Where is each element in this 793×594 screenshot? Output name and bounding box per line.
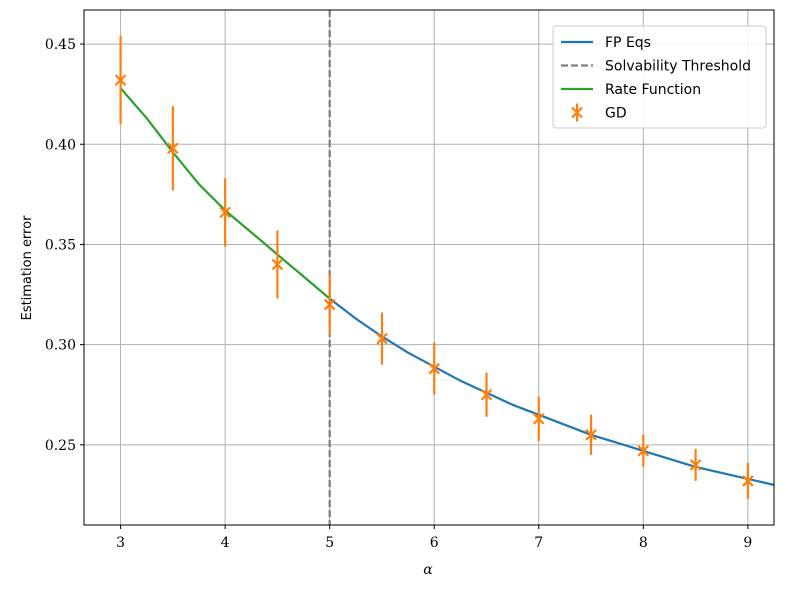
legend-label: Solvability Threshold <box>605 59 751 75</box>
gd-marker <box>689 459 702 471</box>
gd-marker <box>532 413 545 425</box>
legend-label: FP Eqs <box>605 35 651 51</box>
gd-marker <box>637 445 650 457</box>
x-axis: 3 4 5 6 7 8 9 <box>116 525 752 551</box>
gd-marker <box>428 362 441 375</box>
legend-item: GD <box>571 103 627 122</box>
gd-marker <box>271 258 284 271</box>
y-tick-label: 0.45 <box>45 37 76 53</box>
gd-point <box>585 414 597 455</box>
legend-item: FP Eqs <box>561 35 651 51</box>
x-tick-label: 4 <box>221 535 230 551</box>
gd-point <box>167 106 179 191</box>
gd-point <box>532 396 545 441</box>
gd-marker <box>323 298 336 311</box>
gd-marker <box>480 388 493 401</box>
gd-point <box>428 342 441 395</box>
gd-point <box>689 448 702 481</box>
legend-item: Solvability Threshold <box>561 59 751 75</box>
gd-point <box>219 178 231 247</box>
gd-point <box>637 434 650 467</box>
y-tick-label: 0.35 <box>45 237 76 253</box>
legend-label: GD <box>605 106 627 122</box>
gd-point <box>376 312 388 365</box>
x-tick-label: 5 <box>325 535 334 551</box>
x-tick-label: 9 <box>743 535 752 551</box>
gd-marker <box>376 332 388 345</box>
y-tick-label: 0.25 <box>45 438 76 454</box>
gd-marker <box>167 142 179 155</box>
x-tick-label: 7 <box>534 535 543 551</box>
x-tick-label: 8 <box>639 535 648 551</box>
gd-point <box>323 274 336 335</box>
gd-point <box>271 230 284 299</box>
legend-box <box>552 25 767 129</box>
y-tick-label: 0.40 <box>45 137 76 153</box>
y-axis: 0.25 0.30 0.35 0.40 0.45 <box>45 37 84 454</box>
legend-label: Rate Function <box>605 82 701 98</box>
gd-point <box>114 36 127 125</box>
gd-marker <box>585 429 597 441</box>
y-tick-label: 0.30 <box>45 338 76 354</box>
plot-frame <box>83 9 775 526</box>
legend-item: Rate Function <box>561 82 701 98</box>
x-tick-label: 6 <box>430 535 439 551</box>
y-axis-label: Estimation error <box>20 215 35 320</box>
gd-marker <box>742 475 754 487</box>
series-layer <box>114 10 774 525</box>
x-tick-label: 3 <box>116 535 125 551</box>
gd-marker <box>219 206 231 219</box>
gd-point <box>480 372 493 417</box>
gd-marker <box>114 74 127 86</box>
legend-marker <box>571 106 583 119</box>
gd-point <box>742 462 754 499</box>
x-axis-label: α <box>423 562 433 578</box>
legend: FP Eqs Solvability Threshold Rate Function… <box>552 25 767 129</box>
